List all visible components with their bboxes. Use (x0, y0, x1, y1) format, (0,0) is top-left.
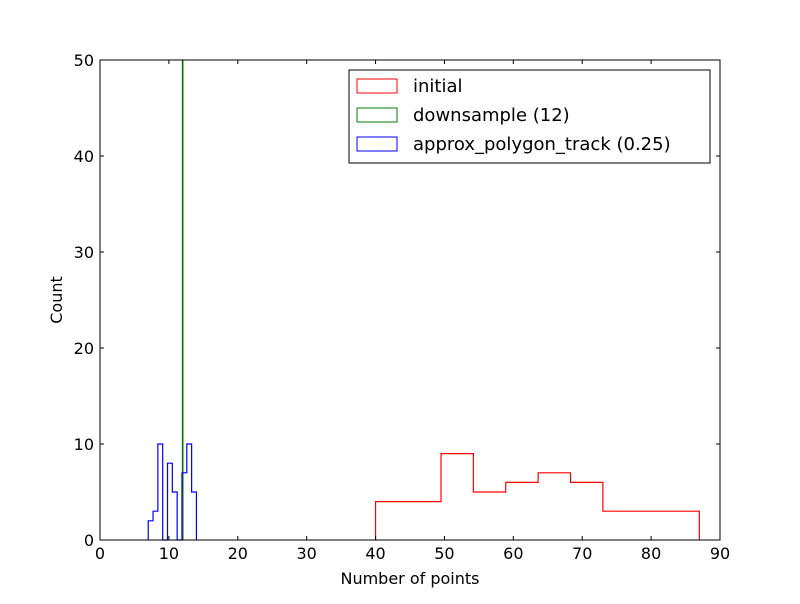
legend-swatch-initial (356, 78, 398, 94)
x-tick-label: 90 (710, 544, 730, 563)
y-tick-label: 20 (74, 339, 94, 358)
series-initial (374, 453, 700, 540)
y-tick-label: 50 (74, 51, 94, 70)
ticks-layer: 0 10 20 30 40 50 60 70 80 90 0 10 20 30 40 50 (74, 51, 731, 563)
y-axis-label: Count (47, 276, 66, 324)
x-tick-label: 40 (365, 544, 385, 563)
x-tick-label: 50 (434, 544, 454, 563)
y-tick-label: 0 (84, 531, 94, 550)
legend: initial downsample (12) approx_polygon_t… (348, 69, 711, 164)
x-tick-label: 10 (159, 544, 179, 563)
legend-label-downsample: downsample (12) (413, 105, 570, 126)
x-tick-label: 60 (503, 544, 523, 563)
series-approx-polygon-track-0-25 (147, 443, 198, 541)
legend-swatch-approx-polygon-track (356, 136, 398, 152)
y-tick-label: 40 (74, 147, 94, 166)
x-tick-label: 30 (296, 544, 316, 563)
y-tick-label: 30 (74, 243, 94, 262)
legend-swatch-downsample (356, 107, 398, 123)
legend-frame (348, 69, 711, 164)
series-downsample-12 (181, 59, 184, 540)
y-tick-label: 10 (74, 435, 94, 454)
legend-label-initial: initial (413, 76, 463, 97)
x-tick-label: 20 (228, 544, 248, 563)
x-tick-label: 80 (641, 544, 661, 563)
legend-label-approx-polygon-track: approx_polygon_track (0.25) (413, 134, 671, 155)
x-axis-label: Number of points (340, 569, 479, 588)
x-tick-label: 0 (95, 544, 105, 563)
axes-frame (99, 59, 721, 541)
x-tick-label: 70 (572, 544, 592, 563)
